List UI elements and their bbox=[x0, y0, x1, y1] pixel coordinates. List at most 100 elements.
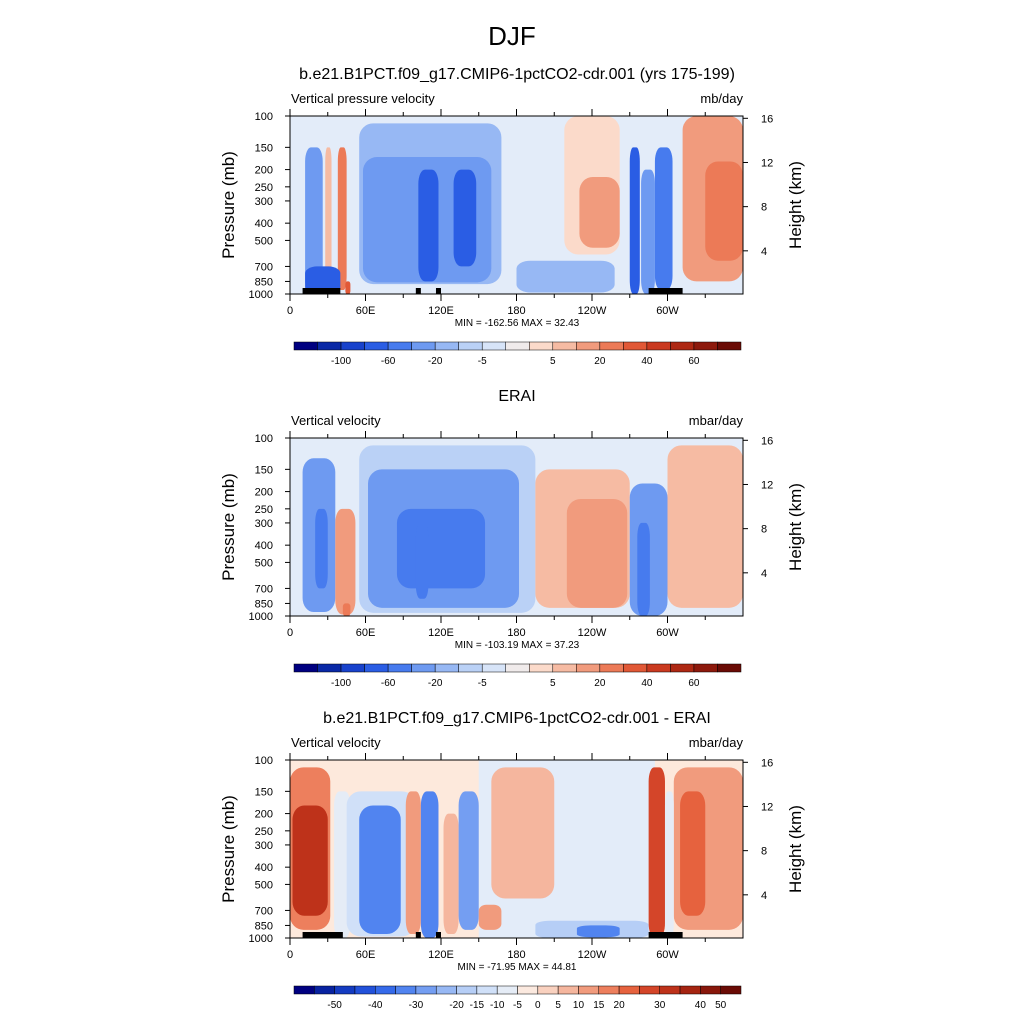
colorbar-slot bbox=[395, 985, 417, 995]
contour-region-12 bbox=[637, 522, 650, 616]
pressure-tick-label: 500 bbox=[255, 235, 273, 247]
lon-tick-label: 60W bbox=[656, 949, 679, 961]
contour-region-5 bbox=[305, 266, 341, 294]
pressure-tick-label: 300 bbox=[255, 196, 273, 208]
colorbar-slot bbox=[364, 663, 389, 673]
contour-region-9 bbox=[458, 791, 479, 930]
contour-region-2 bbox=[315, 508, 328, 589]
colorbar-slot bbox=[599, 341, 624, 351]
pressure-tick-label: 100 bbox=[255, 433, 273, 445]
lon-tick-label: 120E bbox=[428, 949, 454, 961]
colorbar-label: 5 bbox=[550, 678, 556, 689]
colorbar-slot bbox=[529, 341, 554, 351]
colorbar-slot bbox=[458, 341, 483, 351]
topography-2 bbox=[415, 288, 421, 294]
colorbar-label: -60 bbox=[381, 678, 396, 689]
pressure-tick-label: 700 bbox=[255, 261, 273, 273]
colorbar-slot bbox=[552, 341, 577, 351]
colorbar-slot bbox=[623, 341, 648, 351]
height-tick-label: 4 bbox=[761, 568, 767, 580]
pressure-tick-label: 400 bbox=[255, 218, 273, 230]
lon-tick-label: 60W bbox=[656, 627, 679, 639]
colorbar-label: -10 bbox=[490, 1000, 505, 1011]
colorbar-label: -60 bbox=[381, 356, 396, 367]
lon-tick-label: 120W bbox=[578, 627, 607, 639]
pressure-tick-label: 150 bbox=[255, 142, 273, 154]
topography-3 bbox=[435, 288, 441, 294]
panel-title: b.e21.B1PCT.f09_g17.CMIP6-1pctCO2-cdr.00… bbox=[323, 710, 711, 727]
colorbar-slot bbox=[505, 663, 530, 673]
colorbar-label: 40 bbox=[695, 1000, 707, 1011]
min-max-stats: MIN = -103.19 MAX = 37.23 bbox=[455, 640, 580, 651]
colorbar-slot bbox=[317, 341, 342, 351]
contour-region-3 bbox=[334, 791, 351, 938]
colorbar-slot bbox=[639, 985, 660, 995]
colorbar-slot bbox=[387, 341, 412, 351]
colorbar-slot bbox=[293, 341, 318, 351]
colorbar-slot bbox=[496, 985, 518, 995]
pressure-tick-label: 1000 bbox=[249, 933, 273, 945]
lon-tick-label: 180 bbox=[507, 949, 525, 961]
contour-region-17 bbox=[705, 161, 743, 261]
topography-1 bbox=[302, 932, 343, 938]
colorbar-slot bbox=[387, 663, 412, 673]
colorbar-label: -5 bbox=[478, 356, 487, 367]
colorbar-slot bbox=[552, 663, 577, 673]
y-axis-label: Pressure (mb) bbox=[219, 473, 238, 581]
colorbar-slot bbox=[693, 341, 718, 351]
lon-tick-label: 0 bbox=[287, 305, 293, 317]
topography-3 bbox=[435, 932, 441, 938]
lon-tick-label: 0 bbox=[287, 949, 293, 961]
y2-axis-label: Height (km) bbox=[786, 161, 805, 249]
contour-region-16 bbox=[680, 791, 706, 916]
colorbar-label: 15 bbox=[593, 1000, 605, 1011]
min-max-stats: MIN = -71.95 MAX = 44.81 bbox=[458, 962, 577, 973]
colorbar-label: 60 bbox=[688, 356, 700, 367]
y-axis-label: Pressure (mb) bbox=[219, 151, 238, 259]
colorbar-slot bbox=[375, 985, 396, 995]
colorbar-slot bbox=[623, 663, 648, 673]
lon-tick-label: 120W bbox=[578, 949, 607, 961]
topography-1 bbox=[302, 288, 341, 294]
colorbar-slot bbox=[670, 663, 695, 673]
field-label: Vertical velocity bbox=[291, 413, 381, 428]
colorbar-label: 0 bbox=[535, 1000, 541, 1011]
pressure-tick-label: 850 bbox=[255, 276, 273, 288]
contour-region-7 bbox=[396, 508, 486, 589]
pressure-tick-label: 850 bbox=[255, 920, 273, 932]
contour-region-11 bbox=[579, 176, 620, 248]
colorbar-slot bbox=[434, 341, 459, 351]
field-label: Vertical pressure velocity bbox=[291, 91, 435, 106]
contour-region-14 bbox=[648, 767, 665, 938]
pressure-tick-label: 300 bbox=[255, 518, 273, 530]
contour-region-8 bbox=[415, 522, 429, 599]
colorbar-slot bbox=[314, 985, 335, 995]
colorbar-label: -40 bbox=[368, 1000, 383, 1011]
colorbar-slot bbox=[598, 985, 620, 995]
lon-tick-label: 0 bbox=[287, 627, 293, 639]
colorbar-label: -50 bbox=[327, 1000, 342, 1011]
pressure-tick-label: 400 bbox=[255, 540, 273, 552]
pressure-tick-label: 300 bbox=[255, 840, 273, 852]
panel-3: b.e21.B1PCT.f09_g17.CMIP6-1pctCO2-cdr.00… bbox=[219, 710, 805, 1011]
lon-tick-label: 180 bbox=[507, 305, 525, 317]
colorbar-slot bbox=[317, 663, 342, 673]
lon-tick-label: 60W bbox=[656, 305, 679, 317]
pressure-tick-label: 250 bbox=[255, 826, 273, 838]
lon-tick-label: 120E bbox=[428, 627, 454, 639]
lon-tick-label: 120E bbox=[428, 305, 454, 317]
colorbar-slot bbox=[415, 985, 437, 995]
colorbar-slot bbox=[659, 985, 681, 995]
height-tick-label: 8 bbox=[761, 202, 767, 214]
contour-field bbox=[290, 760, 743, 938]
min-max-stats: MIN = -162.56 MAX = 32.43 bbox=[455, 318, 580, 329]
contour-region-13 bbox=[667, 445, 743, 608]
topography-4 bbox=[648, 288, 683, 294]
colorbar-slot bbox=[529, 663, 554, 673]
lon-tick-label: 60E bbox=[356, 949, 376, 961]
pressure-tick-label: 500 bbox=[255, 879, 273, 891]
contour-region-1 bbox=[305, 147, 323, 294]
colorbar-label: 40 bbox=[641, 678, 653, 689]
pressure-tick-label: 700 bbox=[255, 905, 273, 917]
